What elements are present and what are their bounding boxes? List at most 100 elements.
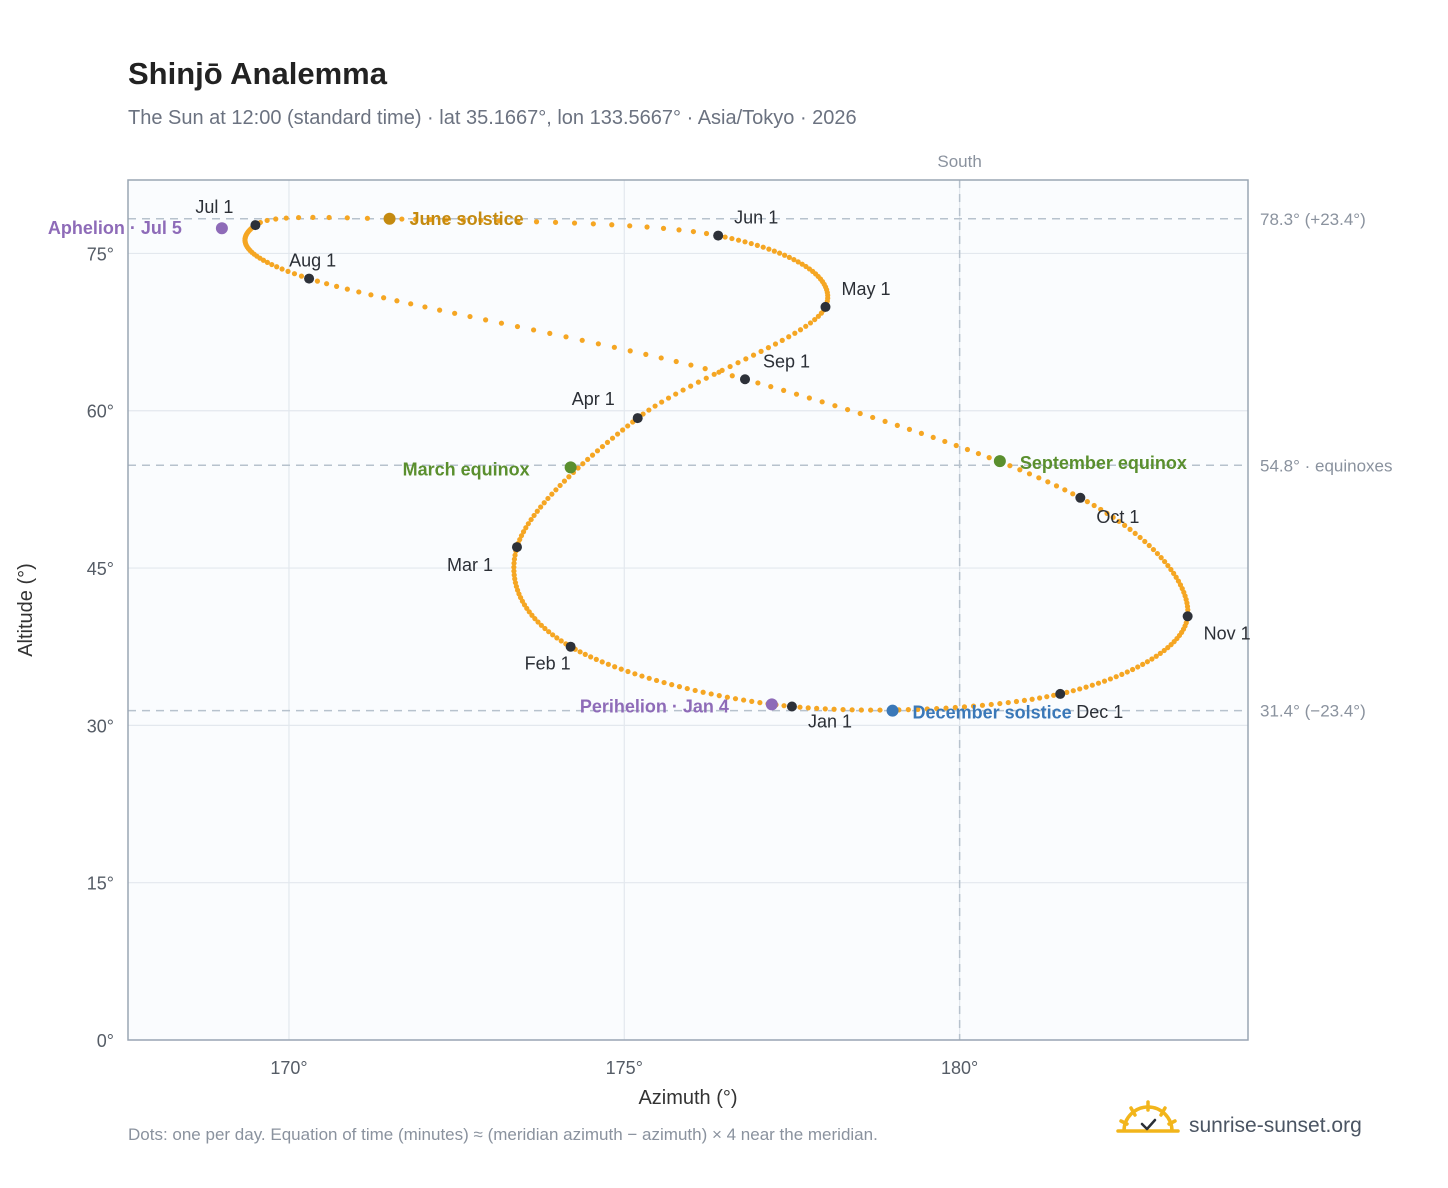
daily-dot: [964, 446, 971, 453]
daily-dot: [1045, 479, 1051, 485]
daily-dot: [781, 387, 787, 393]
event-label: March equinox: [403, 459, 530, 479]
daily-dot: [729, 235, 735, 242]
daily-dot: [665, 395, 672, 401]
daily-dot: [577, 649, 583, 655]
x-tick-label: 170°: [270, 1058, 307, 1078]
month-label: Aug 1: [289, 251, 336, 271]
daily-dot: [1089, 682, 1095, 688]
daily-dot: [1150, 546, 1157, 553]
daily-dot: [558, 638, 564, 644]
daily-dot: [269, 261, 275, 268]
event-label: September equinox: [1020, 453, 1187, 473]
daily-dot: [1017, 467, 1023, 473]
daily-dot: [716, 693, 722, 699]
daily-dot: [646, 675, 652, 681]
daily-dot: [620, 427, 626, 433]
daily-dot: [786, 334, 792, 340]
daily-dot: [750, 352, 757, 358]
daily-dot: [1153, 653, 1159, 659]
daily-dot: [1171, 570, 1177, 576]
daily-dot: [795, 259, 801, 265]
daily-dot: [1137, 534, 1143, 541]
daily-dot: [571, 220, 578, 226]
daily-dot: [535, 619, 541, 625]
month-label: Jan 1: [808, 711, 852, 731]
daily-dot: [1026, 471, 1033, 477]
daily-dot: [970, 703, 977, 709]
daily-dot: [905, 707, 911, 713]
daily-dot: [688, 383, 694, 389]
daily-dot: [831, 706, 837, 712]
daily-dot: [264, 259, 270, 265]
daily-dot: [1083, 684, 1089, 690]
brand-name: sunrise-sunset.org: [1189, 1114, 1362, 1137]
daily-dot: [511, 560, 517, 566]
daily-dot: [538, 622, 544, 628]
month-label: Dec 1: [1076, 702, 1123, 722]
daily-dot: [1044, 694, 1050, 700]
daily-dot: [669, 682, 675, 688]
month-dot: [740, 374, 751, 385]
daily-dot: [906, 426, 913, 432]
daily-dot: [528, 516, 534, 523]
daily-dot: [364, 215, 371, 221]
daily-dot: [877, 707, 883, 713]
daily-dot: [553, 487, 559, 493]
daily-dot: [1005, 699, 1011, 706]
daily-dot: [711, 371, 717, 377]
daily-dot: [676, 227, 682, 233]
south-label: South: [937, 152, 981, 171]
daily-dot: [646, 407, 652, 413]
x-tick-label: 175°: [606, 1058, 643, 1078]
month-dot: [1075, 492, 1086, 503]
daily-dot: [735, 237, 742, 243]
daily-dot: [1165, 645, 1171, 651]
daily-dot: [1127, 526, 1133, 532]
daily-dot: [676, 684, 683, 690]
daily-dot: [1113, 674, 1119, 680]
daily-dot: [561, 478, 568, 484]
daily-dot: [1161, 647, 1167, 654]
daily-dot: [443, 217, 449, 223]
daily-dot: [1122, 522, 1128, 528]
daily-dot: [627, 223, 633, 229]
y-tick-label: 60°: [87, 402, 114, 422]
daily-dot: [533, 219, 540, 225]
event-dot: [993, 455, 1006, 468]
daily-dot: [741, 697, 747, 703]
y-tick-label: 0°: [97, 1031, 114, 1051]
event-dot: [886, 704, 899, 717]
daily-dot: [786, 254, 792, 260]
daily-dot: [478, 217, 484, 224]
plot-frame: [127, 179, 1249, 1041]
daily-dot: [702, 366, 708, 372]
daily-dot: [791, 257, 797, 263]
daily-dot: [1158, 555, 1164, 561]
daily-dot: [1124, 669, 1130, 675]
daily-dot: [692, 687, 698, 694]
y-tick-label: 75°: [87, 244, 114, 264]
daily-dot: [296, 214, 302, 221]
reference-line-label: 31.4° (−23.4°): [1260, 702, 1366, 721]
daily-dot: [575, 465, 581, 471]
daily-dot: [605, 661, 611, 667]
daily-dot: [514, 323, 521, 330]
daily-dot: [779, 337, 785, 343]
daily-dot: [673, 358, 679, 365]
month-dot: [632, 413, 643, 424]
daily-dot: [953, 442, 959, 449]
month-label: Mar 1: [447, 555, 493, 575]
daily-dot: [1142, 538, 1148, 545]
daily-dot: [1165, 562, 1171, 569]
daily-dot: [690, 228, 697, 235]
daily-dot: [930, 434, 936, 441]
daily-dot: [394, 298, 400, 304]
month-dot: [820, 301, 831, 312]
month-dot: [713, 230, 724, 241]
daily-dot: [632, 671, 638, 677]
daily-dot: [599, 659, 605, 665]
daily-dot: [285, 268, 291, 274]
daily-dot: [799, 261, 805, 267]
daily-dot: [805, 705, 811, 711]
